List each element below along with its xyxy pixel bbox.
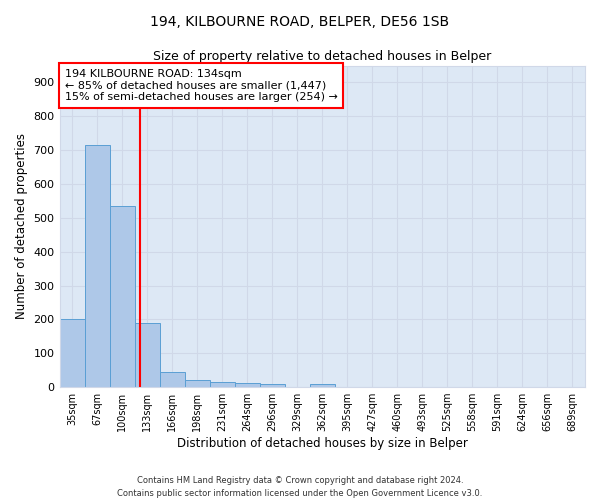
X-axis label: Distribution of detached houses by size in Belper: Distribution of detached houses by size … [177,437,468,450]
Text: 194 KILBOURNE ROAD: 134sqm
← 85% of detached houses are smaller (1,447)
15% of s: 194 KILBOURNE ROAD: 134sqm ← 85% of deta… [65,69,338,102]
Bar [235,383,260,387]
Bar [310,384,335,387]
Bar [209,382,235,387]
Title: Size of property relative to detached houses in Belper: Size of property relative to detached ho… [153,50,491,63]
Bar [59,320,85,387]
Text: Contains HM Land Registry data © Crown copyright and database right 2024.
Contai: Contains HM Land Registry data © Crown c… [118,476,482,498]
Bar [260,384,285,387]
Bar [134,323,160,387]
Bar [110,206,134,387]
Bar [185,380,209,387]
Text: 194, KILBOURNE ROAD, BELPER, DE56 1SB: 194, KILBOURNE ROAD, BELPER, DE56 1SB [151,15,449,29]
Bar [160,372,185,387]
Y-axis label: Number of detached properties: Number of detached properties [15,134,28,320]
Bar [85,145,110,387]
